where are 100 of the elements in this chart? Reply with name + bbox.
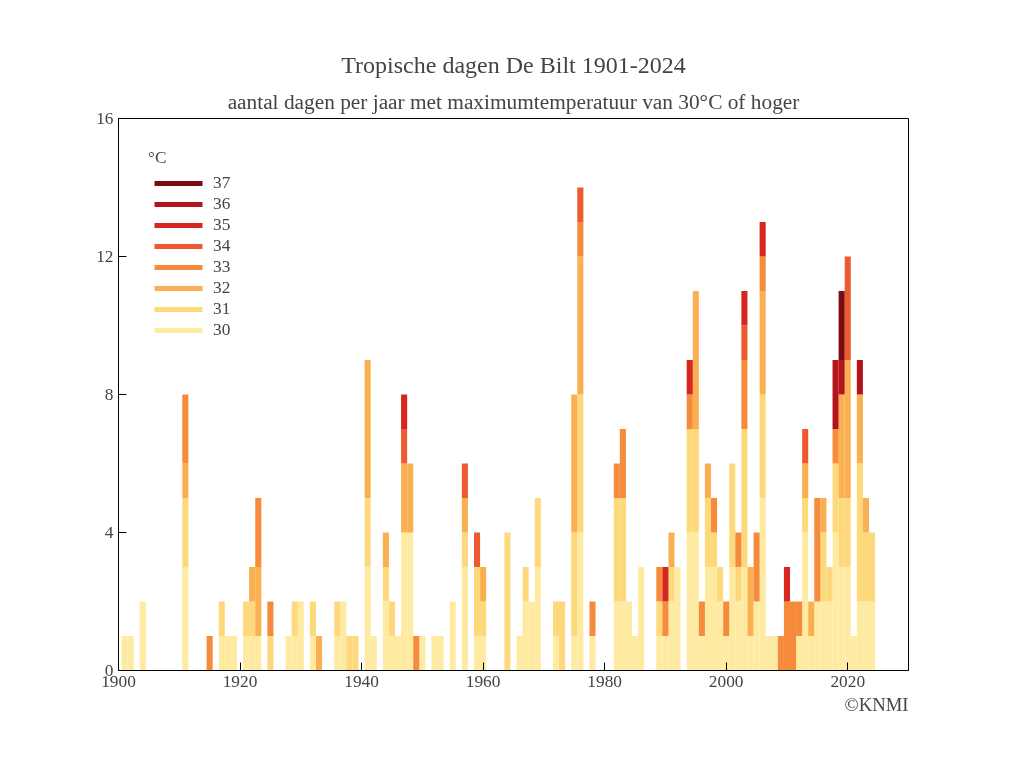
- bar: [577, 187, 584, 222]
- bar: [474, 532, 481, 567]
- x-tick-label: 1960: [465, 671, 501, 691]
- bar: [382, 532, 389, 567]
- legend-label: 30: [213, 320, 232, 340]
- x-tick-label: 1940: [344, 671, 379, 691]
- y-tick-label: 16: [96, 109, 114, 128]
- bar: [218, 601, 225, 636]
- bar: [267, 601, 274, 636]
- bar: [480, 567, 487, 602]
- bar: [729, 463, 736, 567]
- bar: [388, 601, 395, 636]
- bar: [759, 291, 766, 395]
- bar: [577, 256, 584, 395]
- legend-label: 37: [213, 173, 232, 193]
- bar: [844, 256, 851, 360]
- bar: [461, 532, 468, 567]
- bar: [364, 360, 371, 498]
- y-tick-label: 4: [104, 523, 114, 542]
- bar: [759, 394, 766, 498]
- bar: [182, 498, 189, 567]
- bar: [662, 601, 669, 636]
- bar: [838, 291, 845, 360]
- bar: [182, 567, 189, 671]
- bar: [316, 636, 323, 671]
- x-tick-label: 2020: [830, 671, 866, 691]
- chart-title: Tropische dagen De Bilt 1901-2024: [341, 51, 686, 78]
- bar: [802, 498, 809, 533]
- bar: [589, 636, 596, 671]
- bar: [255, 498, 262, 567]
- text: ©KNMI: [844, 693, 909, 715]
- bar: [534, 498, 541, 567]
- bar: [413, 636, 420, 671]
- bar: [461, 463, 468, 498]
- chart-subtitle: aantal dagen per jaar met maximumtemperatuur van 30°C of hoger: [227, 89, 800, 114]
- bar: [291, 601, 298, 636]
- bar: [704, 463, 711, 498]
- bar: [662, 567, 669, 602]
- bar: [808, 601, 815, 636]
- bar: [553, 636, 560, 671]
- legend-label: 36: [213, 194, 232, 214]
- bar: [206, 636, 213, 671]
- bar: [802, 463, 809, 498]
- x-tick-label: 1980: [587, 671, 622, 691]
- bar: [802, 429, 809, 464]
- legend-label: 31: [213, 299, 232, 319]
- bar: [753, 532, 760, 602]
- bar: [522, 567, 529, 602]
- bar: [741, 325, 748, 360]
- bar: [856, 360, 863, 395]
- bar: [723, 601, 730, 636]
- bar: [401, 394, 408, 429]
- bar: [571, 394, 578, 533]
- y-tick-label: 8: [104, 385, 114, 404]
- bar: [759, 256, 766, 291]
- bar: [334, 601, 341, 636]
- bar: [461, 567, 468, 671]
- x-tick-label: 2000: [708, 671, 744, 691]
- bar: [267, 636, 274, 671]
- bar: [589, 601, 596, 636]
- bar: [309, 601, 316, 636]
- bar: [832, 429, 839, 464]
- x-tick-label: 1920: [222, 671, 258, 691]
- bar: [668, 532, 675, 567]
- bar: [656, 567, 663, 602]
- bar: [686, 394, 693, 429]
- bar: [182, 463, 189, 498]
- bar: [571, 532, 578, 636]
- bar: [577, 222, 584, 257]
- bar: [783, 567, 790, 602]
- bar: [139, 601, 146, 671]
- bar: [656, 601, 663, 636]
- bar: [692, 291, 699, 429]
- bar: [741, 429, 748, 567]
- bar: [309, 636, 316, 671]
- bar: [862, 498, 869, 533]
- bar: [382, 567, 389, 602]
- legend-title: °C: [148, 148, 168, 168]
- bar: [759, 222, 766, 257]
- bar: [735, 532, 742, 567]
- legend-label: 34: [213, 236, 232, 256]
- bar: [577, 394, 584, 533]
- bar: [856, 394, 863, 464]
- legend-label: 33: [213, 257, 232, 277]
- bar: [686, 360, 693, 395]
- bar: [820, 498, 827, 533]
- bar: [419, 636, 426, 671]
- bar: [182, 394, 189, 464]
- bar: [364, 498, 371, 567]
- bar: [504, 532, 511, 671]
- bar: [735, 567, 742, 602]
- legend-label: 32: [213, 278, 232, 298]
- bar: [741, 291, 748, 326]
- bar: [401, 429, 408, 464]
- bar: [461, 498, 468, 533]
- bar: [668, 567, 675, 602]
- bar: [698, 601, 705, 636]
- legend-label: 35: [213, 215, 232, 235]
- bar: [747, 567, 754, 636]
- bar: [814, 498, 821, 602]
